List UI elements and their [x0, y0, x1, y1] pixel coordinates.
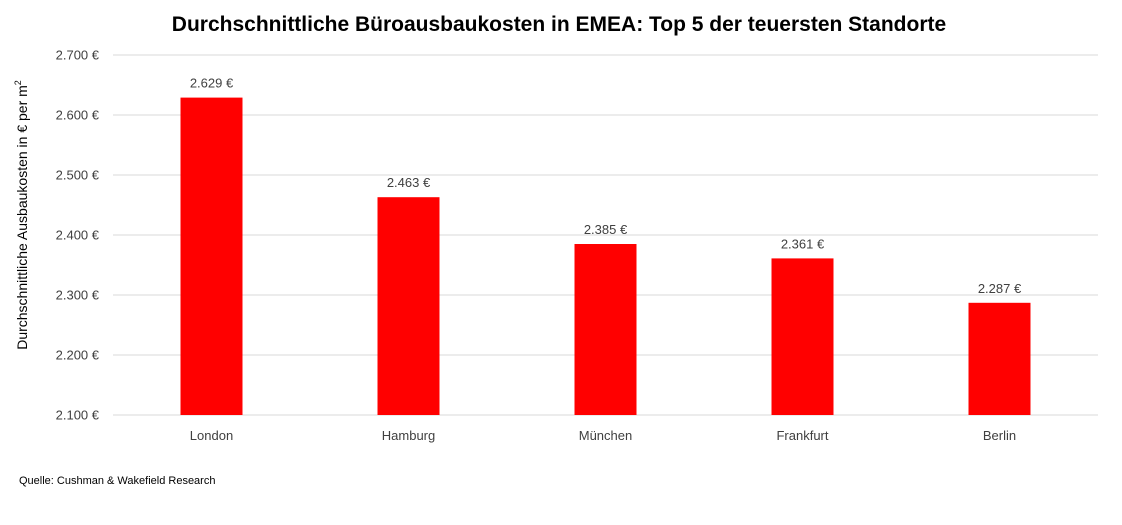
- data-labels: 2.629 € 2.463 € 2.385 € 2.361 € 2.287 €: [190, 76, 1022, 296]
- y-axis-title-superscript: 2: [13, 80, 23, 85]
- source-note: Quelle: Cushman & Wakefield Research: [19, 475, 215, 487]
- y-tick-label: 2.600 €: [56, 108, 100, 123]
- y-tick-label: 2.200 €: [56, 348, 100, 363]
- y-axis-title: Durchschnittliche Ausbaukosten in € per …: [13, 80, 30, 350]
- x-tick-label: München: [579, 428, 632, 443]
- y-tick-label: 2.300 €: [56, 288, 100, 303]
- bar-münchen: [574, 244, 637, 415]
- x-tick-label: London: [190, 428, 233, 443]
- bar-hamburg: [377, 197, 440, 415]
- chart-title: Durchschnittliche Büroausbaukosten in EM…: [172, 13, 946, 36]
- x-tick-label: Hamburg: [382, 428, 435, 443]
- data-label: 2.629 €: [190, 76, 234, 91]
- y-tick-label: 2.700 €: [56, 48, 100, 63]
- y-axis-ticks: 2.100 € 2.200 € 2.300 € 2.400 € 2.500 € 2.600…: [56, 48, 100, 423]
- y-tick-label: 2.100 €: [56, 408, 100, 423]
- x-tick-label: Frankfurt: [776, 428, 828, 443]
- data-label: 2.361 €: [781, 236, 825, 251]
- y-tick-label: 2.500 €: [56, 168, 100, 183]
- y-axis-title-text: Durchschnittliche Ausbaukosten in € per …: [14, 85, 30, 350]
- bar-frankfurt: [771, 258, 834, 415]
- x-tick-label: Berlin: [983, 428, 1016, 443]
- y-tick-label: 2.400 €: [56, 228, 100, 243]
- data-label: 2.287 €: [978, 281, 1022, 296]
- data-label: 2.385 €: [584, 222, 628, 237]
- bar-berlin: [968, 302, 1031, 415]
- data-label: 2.463 €: [387, 175, 431, 190]
- bar-london: [180, 97, 243, 415]
- x-axis-ticks: London Hamburg München Frankfurt Berlin: [190, 428, 1016, 443]
- bars: [180, 97, 1031, 415]
